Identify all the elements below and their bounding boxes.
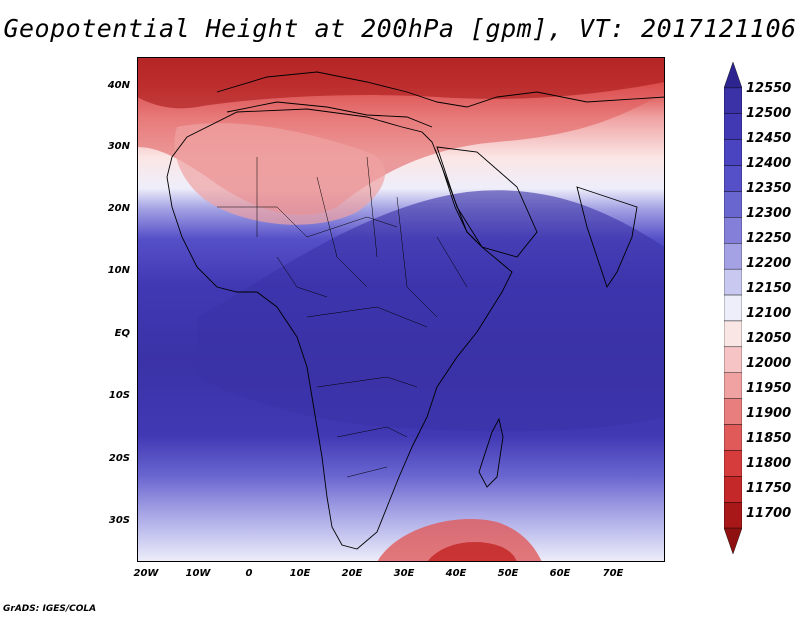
colorbar-level-label: 11700 bbox=[746, 506, 792, 521]
colorbar-level-label: 12050 bbox=[746, 331, 792, 346]
colorbar-segment bbox=[724, 450, 742, 477]
lat-tick-label: 10S bbox=[108, 390, 130, 401]
colorbar-level-label: 12000 bbox=[746, 356, 792, 371]
southern-low-core bbox=[427, 542, 517, 562]
page-title: Geopotential Height at 200hPa [gpm], VT:… bbox=[3, 14, 797, 43]
lon-tick-label: 20E bbox=[341, 568, 363, 579]
lon-tick-label: 10E bbox=[289, 568, 311, 579]
colorbar-level-label: 12150 bbox=[746, 281, 792, 296]
colorbar-segment bbox=[724, 217, 742, 244]
lon-tick-label: 0 bbox=[245, 568, 253, 579]
madagascar-outline bbox=[478, 417, 504, 488]
colorbar-level-label: 12300 bbox=[746, 206, 792, 221]
colorbar-segment bbox=[724, 87, 742, 114]
colorbar-segment bbox=[724, 165, 742, 192]
colorbar bbox=[724, 62, 742, 554]
lon-tick-label: 20W bbox=[133, 568, 159, 579]
colorbar-segment bbox=[724, 268, 742, 296]
map-frame bbox=[137, 57, 665, 562]
colorbar-level-label: 12200 bbox=[746, 256, 792, 271]
india-outline bbox=[576, 186, 638, 289]
colorbar-level-label: 11950 bbox=[746, 381, 792, 396]
colorbar-segment bbox=[724, 294, 742, 322]
colorbar-level-label: 11750 bbox=[746, 481, 792, 496]
lat-tick-label: 20S bbox=[108, 453, 130, 464]
northern-max bbox=[137, 57, 665, 109]
lon-tick-label: 50E bbox=[497, 568, 519, 579]
colorbar-segment bbox=[724, 346, 742, 373]
map-panel bbox=[137, 57, 665, 562]
colorbar-level-label: 12400 bbox=[746, 156, 792, 171]
credit-text: GrADS: IGES/COLA bbox=[3, 604, 97, 614]
colorbar-level-label: 12500 bbox=[746, 106, 792, 121]
country-borders bbox=[217, 156, 468, 478]
colorbar-segment bbox=[724, 243, 742, 270]
lat-tick-label: EQ bbox=[114, 328, 130, 339]
colorbar-segment bbox=[724, 398, 742, 425]
colorbar-segment bbox=[724, 320, 742, 348]
lat-tick-label: 20N bbox=[107, 203, 130, 214]
colorbar-segment bbox=[724, 191, 742, 218]
lon-tick-label: 30E bbox=[393, 568, 415, 579]
sahara-ridge bbox=[174, 123, 386, 225]
colorbar-bottom-triangle bbox=[724, 527, 742, 554]
europe-outline bbox=[216, 71, 665, 108]
red-sea bbox=[434, 148, 478, 243]
colorbar-segment bbox=[724, 113, 742, 140]
arabia-outline bbox=[436, 146, 538, 258]
colorbar-segment bbox=[724, 372, 742, 399]
lon-tick-label: 60E bbox=[549, 568, 571, 579]
colorbar-level-label: 12350 bbox=[746, 181, 792, 196]
lat-tick-label: 30S bbox=[108, 515, 130, 526]
lon-tick-label: 70E bbox=[602, 568, 624, 579]
colorbar-level-label: 12450 bbox=[746, 131, 792, 146]
colorbar-top-triangle bbox=[724, 62, 742, 89]
colorbar-level-label: 12550 bbox=[746, 81, 792, 96]
colorbar-segment bbox=[724, 139, 742, 166]
mediterranean-coast bbox=[226, 101, 433, 128]
lat-tick-label: 10N bbox=[107, 265, 130, 276]
colorbar-level-label: 11800 bbox=[746, 456, 792, 471]
colorbar-level-label: 11900 bbox=[746, 406, 792, 421]
lon-tick-label: 10W bbox=[185, 568, 211, 579]
lon-tick-label: 40E bbox=[445, 568, 467, 579]
colorbar-level-label: 11850 bbox=[746, 431, 792, 446]
lat-tick-label: 30N bbox=[107, 141, 130, 152]
coastlines bbox=[166, 71, 665, 550]
colorbar-level-label: 12250 bbox=[746, 231, 792, 246]
colorbar-level-label: 12100 bbox=[746, 306, 792, 321]
colorbar-segment bbox=[724, 424, 742, 451]
lat-tick-label: 40N bbox=[107, 80, 130, 91]
colorbar-segment bbox=[724, 476, 742, 503]
colorbar-segment bbox=[724, 502, 742, 529]
